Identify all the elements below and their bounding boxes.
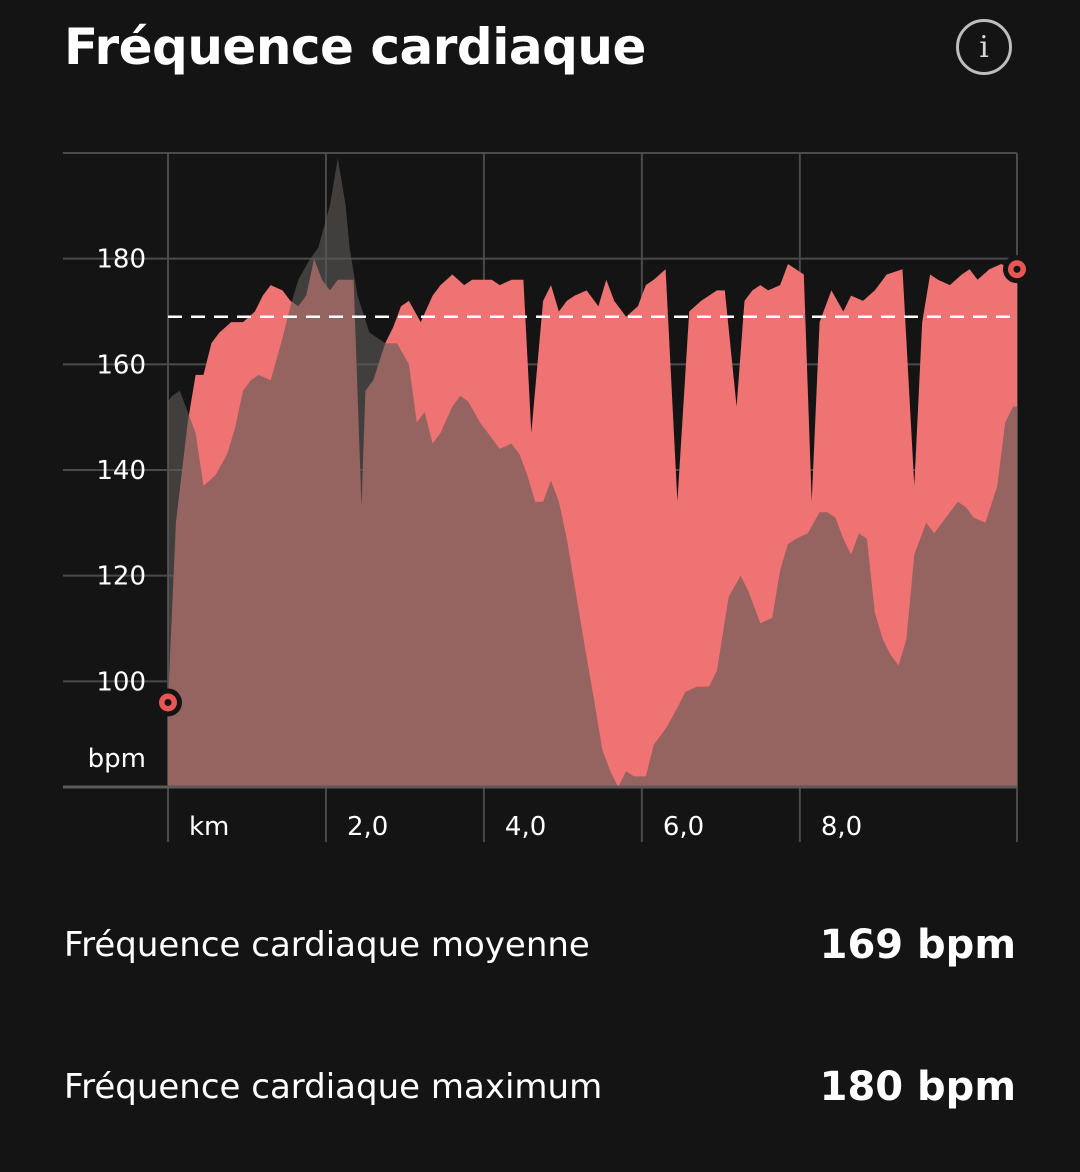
maximum-heart-rate-row: Fréquence cardiaque maximum 180 bpm [64, 1064, 1016, 1110]
end-marker-center [1013, 265, 1021, 273]
average-heart-rate-value: 169 bpm [819, 922, 1016, 968]
y-tick-label-180: 180 [96, 245, 146, 275]
heart-rate-chart: 100 120 140 160 180 bpm km 2,0 4,0 6,0 8,0 [63, 152, 1031, 842]
y-tick-label-140: 140 [96, 456, 146, 486]
maximum-heart-rate-value: 180 bpm [819, 1064, 1016, 1110]
info-icon[interactable]: i [956, 19, 1012, 75]
x-tick-label-4,0: 4,0 [505, 812, 546, 842]
x-tick-label-6,0: 6,0 [663, 812, 704, 842]
average-heart-rate-label: Fréquence cardiaque moyenne [64, 925, 590, 965]
y-tick-label-160: 160 [96, 350, 146, 380]
y-tick-label-120: 120 [96, 562, 146, 592]
chart-labels: 100 120 140 160 180 bpm km 2,0 4,0 6,0 8,0 [88, 245, 863, 842]
y-tick-label-100: 100 [96, 667, 146, 697]
page-title: Fréquence cardiaque [64, 18, 646, 76]
x-unit-label: km [189, 812, 229, 842]
average-heart-rate-row: Fréquence cardiaque moyenne 169 bpm [64, 922, 1016, 968]
x-tick-label-8,0: 8,0 [821, 812, 862, 842]
y-unit-label: bpm [88, 744, 146, 774]
start-marker-center [164, 698, 172, 706]
x-tick-label-2,0: 2,0 [347, 812, 388, 842]
maximum-heart-rate-label: Fréquence cardiaque maximum [64, 1067, 603, 1107]
chart-overlay [63, 255, 1031, 789]
elevation-area [168, 158, 1017, 788]
chart-areas [168, 158, 1017, 788]
